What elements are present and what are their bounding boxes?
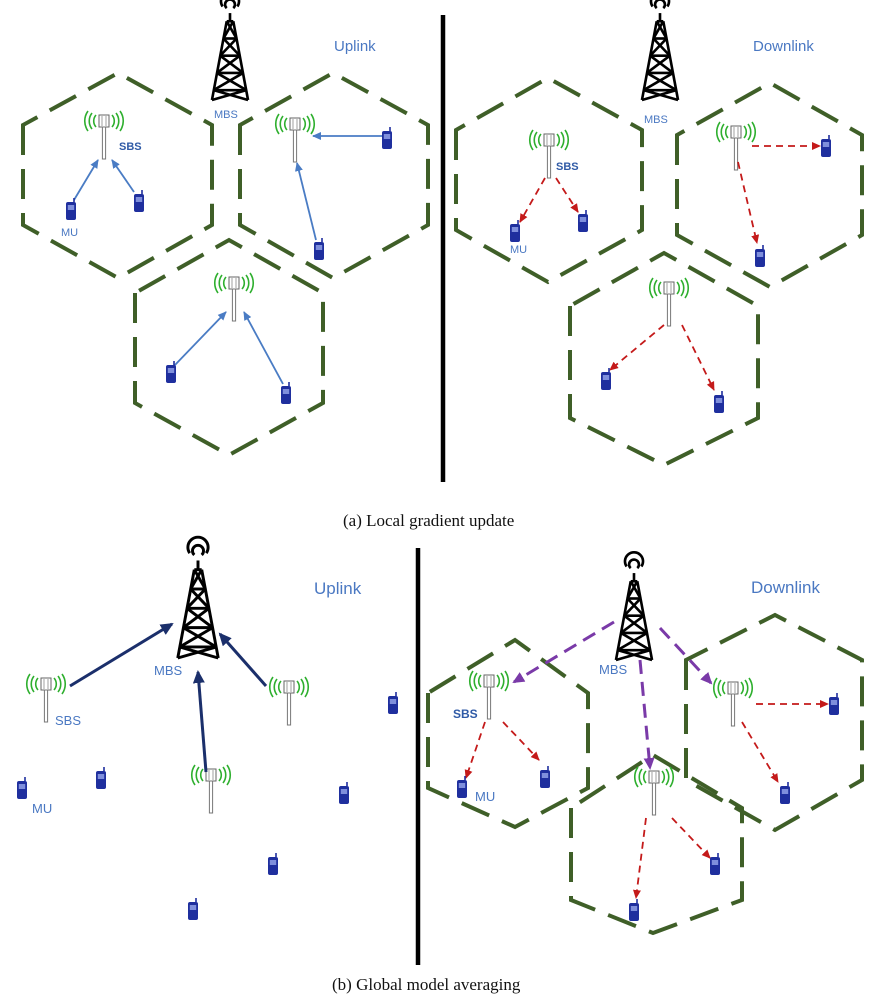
downlink-arrow <box>555 177 579 213</box>
cell-a-left-right <box>238 70 430 281</box>
sbs-antenna-icon <box>190 764 232 814</box>
cell-a-left-top <box>21 70 214 281</box>
uplink-arrow <box>295 162 317 241</box>
mobile-phone-icon <box>713 390 725 414</box>
downlink-title: Downlink <box>751 578 820 597</box>
mu-label: MU <box>475 789 495 804</box>
downlink-arrow <box>681 324 715 391</box>
panel-b: Uplink Downlink MBS MBS SBS SBS MU MU (b… <box>16 535 864 994</box>
sbs-label: SBS <box>453 707 478 721</box>
mobile-phone-icon <box>280 381 292 405</box>
sbs-antenna-icon <box>213 272 255 322</box>
mobile-phone-icon <box>313 237 325 261</box>
downlink-arrow <box>609 324 665 371</box>
sbs-to-mbs-arrow <box>69 622 174 688</box>
sbs-antenna-icon <box>712 677 754 727</box>
mobile-phone-icon <box>165 360 177 384</box>
mobile-phone-icon <box>828 692 840 716</box>
sbs-antenna-icon <box>83 110 125 160</box>
mobile-phone-icon <box>539 765 551 789</box>
downlink-arrow <box>519 177 546 223</box>
mbs-label: MBS <box>154 663 183 678</box>
mobile-phone-icon <box>456 775 468 799</box>
cell-b-right-left <box>426 637 590 830</box>
uplink-arrow <box>73 159 99 201</box>
cell-a-right-top <box>454 75 644 285</box>
panel-a: Uplink Downlink MBS MBS SBS SBS MU MU (a… <box>21 0 864 530</box>
mobile-phone-icon <box>509 219 521 243</box>
mobile-phone-icon <box>187 897 199 921</box>
mbs-label: MBS <box>214 109 238 121</box>
cell-b-right-right <box>684 612 864 833</box>
mbs-to-sbs-arrow <box>638 659 655 770</box>
sbs-to-mbs-arrow <box>192 670 208 773</box>
mbs-tower-icon <box>614 551 654 662</box>
mobile-phone-icon <box>267 852 279 876</box>
cell-a-right-right <box>675 80 864 290</box>
mu-label: MU <box>61 227 78 239</box>
mu-label: MU <box>32 801 52 816</box>
cell-b-right-bottom <box>569 752 744 936</box>
downlink-arrow <box>464 721 486 779</box>
mbs-label: MBS <box>644 114 668 126</box>
mbs-tower-icon <box>640 0 680 102</box>
sbs-antenna-icon <box>715 121 757 171</box>
mbs-label: MBS <box>599 662 628 677</box>
mobile-phone-icon <box>16 776 28 800</box>
cell-a-left-bottom <box>133 237 325 458</box>
cell-a-right-bottom <box>568 250 760 468</box>
sbs-label: SBS <box>55 713 81 728</box>
downlink-arrow <box>671 817 711 859</box>
downlink-arrow <box>502 721 540 761</box>
mu-label: MU <box>510 244 527 256</box>
sbs-antenna-icon <box>648 277 690 327</box>
uplink-title: Uplink <box>334 38 376 55</box>
uplink-title: Uplink <box>314 579 362 598</box>
sbs-antenna-icon <box>633 766 675 816</box>
mobile-phone-icon <box>628 898 640 922</box>
uplink-arrow <box>173 311 227 367</box>
mobile-phone-icon <box>338 781 350 805</box>
sbs-label: SBS <box>119 141 142 153</box>
sbs-antenna-icon <box>274 113 316 163</box>
mobile-phone-icon <box>820 134 832 158</box>
mobile-phone-icon <box>577 209 589 233</box>
mobile-phone-icon <box>381 126 393 150</box>
downlink-arrow <box>741 721 779 783</box>
mobile-phone-icon <box>95 766 107 790</box>
mobile-phone-icon <box>387 691 399 715</box>
mbs-tower-icon <box>176 535 220 660</box>
mobile-phone-icon <box>65 197 77 221</box>
downlink-title: Downlink <box>753 38 814 55</box>
mbs-to-sbs-arrow <box>658 626 713 685</box>
uplink-arrow <box>111 159 135 193</box>
mbs-tower-icon <box>210 0 250 102</box>
caption-b: (b) Global model averaging <box>332 975 521 994</box>
mbs-to-sbs-arrow <box>512 620 615 684</box>
mobile-phone-icon <box>133 189 145 213</box>
sbs-label: SBS <box>556 161 579 173</box>
downlink-arrow <box>633 817 647 899</box>
caption-a: (a) Local gradient update <box>343 511 514 530</box>
sbs-antenna-icon <box>268 676 310 726</box>
uplink-arrow <box>243 311 284 385</box>
mobile-phone-icon <box>779 781 791 805</box>
sbs-to-mbs-arrow <box>218 632 268 687</box>
downlink-arrow <box>737 161 760 244</box>
mobile-phone-icon <box>754 244 766 268</box>
mobile-phone-icon <box>600 367 612 391</box>
mobile-phone-icon <box>709 852 721 876</box>
